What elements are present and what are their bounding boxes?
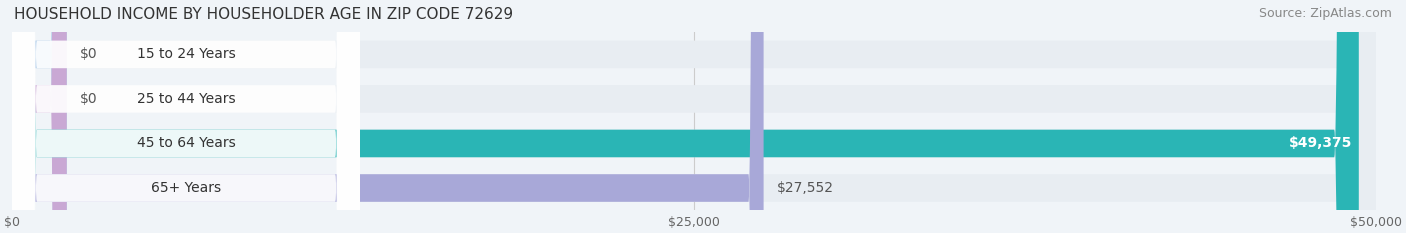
Text: 15 to 24 Years: 15 to 24 Years <box>136 47 235 62</box>
Text: Source: ZipAtlas.com: Source: ZipAtlas.com <box>1258 7 1392 20</box>
Text: $0: $0 <box>80 92 98 106</box>
FancyBboxPatch shape <box>13 0 763 233</box>
Text: 65+ Years: 65+ Years <box>150 181 221 195</box>
FancyBboxPatch shape <box>13 0 1358 233</box>
Text: 25 to 44 Years: 25 to 44 Years <box>136 92 235 106</box>
FancyBboxPatch shape <box>13 0 360 233</box>
FancyBboxPatch shape <box>13 0 1376 233</box>
FancyBboxPatch shape <box>13 0 66 233</box>
FancyBboxPatch shape <box>13 0 66 233</box>
FancyBboxPatch shape <box>13 0 360 233</box>
Text: $0: $0 <box>80 47 98 62</box>
FancyBboxPatch shape <box>13 0 1376 233</box>
Text: 45 to 64 Years: 45 to 64 Years <box>136 137 235 151</box>
Text: $49,375: $49,375 <box>1288 137 1353 151</box>
FancyBboxPatch shape <box>13 0 360 233</box>
FancyBboxPatch shape <box>13 0 1376 233</box>
FancyBboxPatch shape <box>13 0 360 233</box>
Text: $27,552: $27,552 <box>778 181 834 195</box>
Text: HOUSEHOLD INCOME BY HOUSEHOLDER AGE IN ZIP CODE 72629: HOUSEHOLD INCOME BY HOUSEHOLDER AGE IN Z… <box>14 7 513 22</box>
FancyBboxPatch shape <box>13 0 1376 233</box>
